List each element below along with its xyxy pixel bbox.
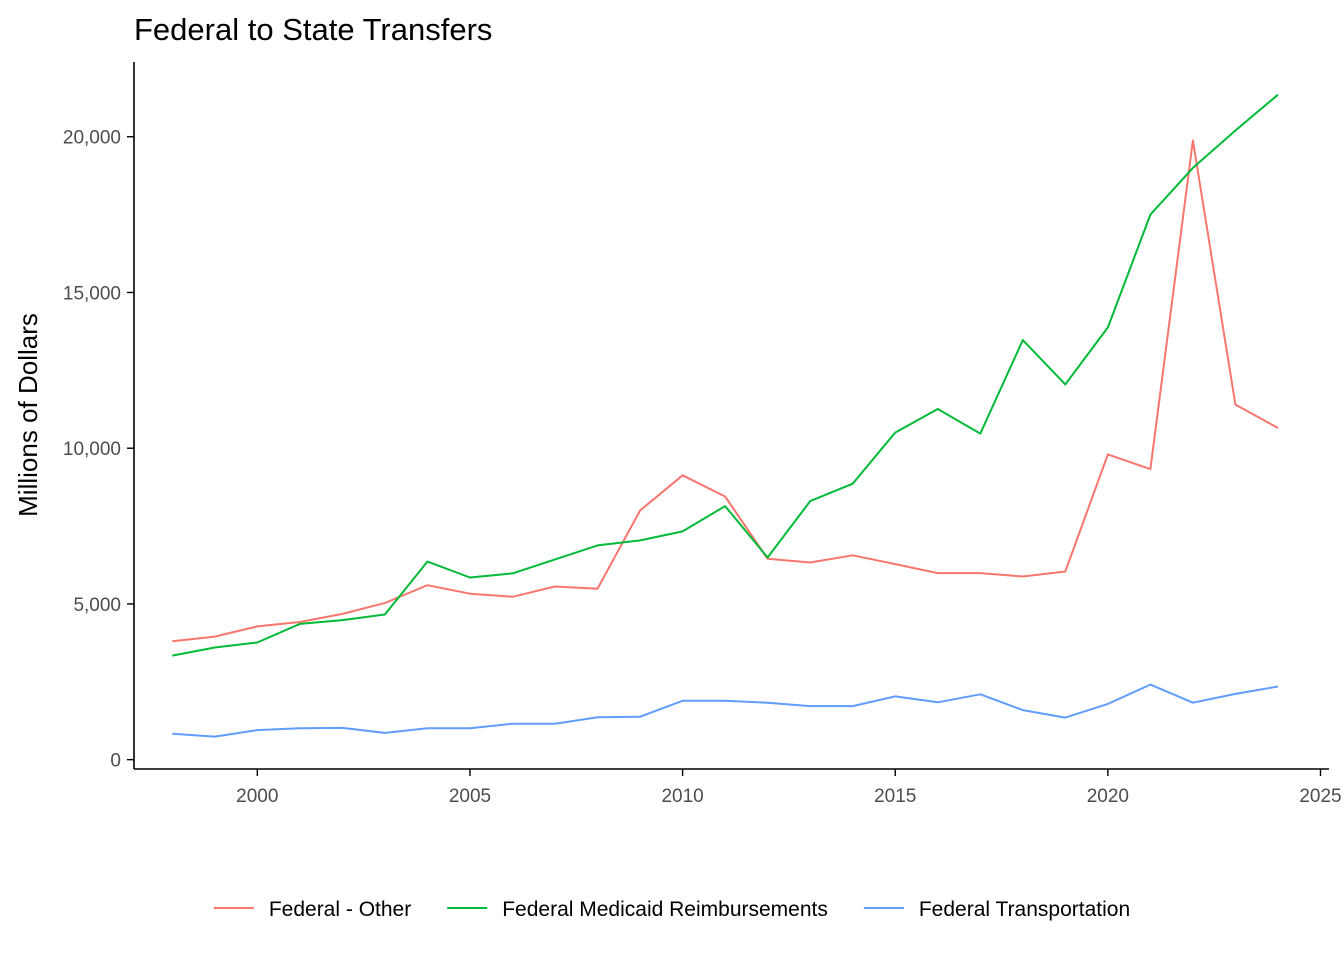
- x-tick-label: 2005: [449, 786, 491, 807]
- legend-label: Federal Medicaid Reimbursements: [502, 898, 828, 921]
- x-tick-label: 2015: [874, 786, 916, 807]
- series-line-1: [172, 93, 1279, 657]
- chart-title: Federal to State Transfers: [134, 12, 492, 47]
- series-lines: [172, 93, 1279, 738]
- x-axis-ticks: 2000 2005 2010 2015 2020 2025: [236, 769, 1342, 807]
- y-tick-label: 10,000: [63, 439, 121, 460]
- series-line-2: [172, 683, 1279, 738]
- plot-area: 2000 2005 2010 2015 2020 2025 0 5,000 10,000 15,…: [63, 62, 1342, 807]
- legend-item: Federal Transportation: [863, 898, 1130, 921]
- x-tick-label: 2025: [1299, 786, 1341, 807]
- y-tick-label: 15,000: [63, 283, 121, 304]
- legend-label: Federal - Other: [269, 898, 411, 921]
- y-tick-label: 0: [110, 751, 121, 772]
- legend-item: Federal - Other: [213, 898, 411, 921]
- legend: Federal - Other Federal Medicaid Reimburs…: [213, 898, 1130, 921]
- x-tick-label: 2010: [661, 786, 703, 807]
- legend-item: Federal Medicaid Reimbursements: [447, 898, 828, 921]
- y-axis-ticks: 0 5,000 10,000 15,000 20,000: [63, 128, 134, 772]
- series-line-0: [172, 139, 1279, 643]
- legend-label: Federal Transportation: [919, 898, 1130, 921]
- y-axis-label: Millions of Dollars: [13, 313, 43, 517]
- y-tick-label: 20,000: [63, 128, 121, 149]
- x-tick-label: 2020: [1087, 786, 1129, 807]
- y-tick-label: 5,000: [73, 595, 121, 616]
- x-tick-label: 2000: [236, 786, 278, 807]
